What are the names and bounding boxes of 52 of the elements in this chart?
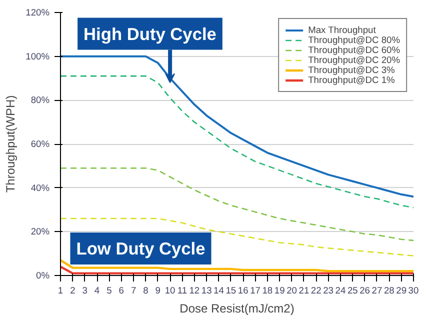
x-tick-label: 17 xyxy=(250,286,260,296)
x-tick-label: 21 xyxy=(298,286,310,296)
x-axis-title: Dose Resist(mJ/cm2) xyxy=(180,302,294,316)
x-tick-label: 10 xyxy=(164,286,176,296)
x-tick-label: 8 xyxy=(143,286,148,296)
y-tick-label: 40% xyxy=(30,182,50,193)
legend-label: Throughput@DC 60% xyxy=(308,45,400,55)
y-axis-title: Throughput(WPH) xyxy=(4,95,18,193)
x-tick-label: 2 xyxy=(70,286,76,296)
x-tick-label: 20 xyxy=(286,286,297,296)
x-tick-label: 11 xyxy=(177,286,188,296)
line-series xyxy=(60,75,414,208)
x-tick-label: 13 xyxy=(201,286,212,296)
x-tick-label: 14 xyxy=(214,286,224,296)
legend-label: Throughput@DC 3% xyxy=(308,65,395,75)
line-series xyxy=(60,167,414,242)
x-tick-label: 15 xyxy=(226,286,236,296)
line-series xyxy=(60,218,414,256)
x-tick-label: 7 xyxy=(130,286,136,296)
legend-label: Throughput@DC 1% xyxy=(308,75,395,85)
x-tick-label: 19 xyxy=(274,286,285,296)
x-tick-label: 28 xyxy=(384,286,394,296)
x-tick-label: 25 xyxy=(347,286,358,296)
x-tick-label: 18 xyxy=(262,286,273,296)
x-tick-label: 16 xyxy=(238,286,248,296)
x-tick-label: 23 xyxy=(323,286,334,296)
y-tick-label: 100% xyxy=(26,51,50,62)
x-tick-label: 26 xyxy=(360,286,370,296)
y-tick-label: 120% xyxy=(26,8,50,18)
y-tick-label: 60% xyxy=(30,139,50,149)
line-series xyxy=(60,259,414,272)
x-tick-label: 1 xyxy=(58,286,64,296)
annotation: Low Duty Cycle xyxy=(76,238,206,259)
y-tick-label: 80% xyxy=(30,95,50,106)
legend-label: Max Throughput xyxy=(308,25,376,35)
x-tick-label: 22 xyxy=(310,286,322,296)
x-tick-label: 6 xyxy=(118,286,124,296)
x-tick-label: 12 xyxy=(189,286,200,296)
x-tick-label: 9 xyxy=(155,286,160,296)
y-tick-label: 0% xyxy=(36,270,50,280)
x-tick-label: 5 xyxy=(106,286,112,296)
x-tick-label: 29 xyxy=(396,286,407,296)
y-tick-label: 20% xyxy=(30,226,50,237)
x-tick-label: 4 xyxy=(94,286,100,296)
x-tick-label: 3 xyxy=(82,286,88,296)
legend-label: Throughput@DC 20% xyxy=(308,55,400,65)
annotation: High Duty Cycle xyxy=(84,24,217,44)
x-tick-label: 30 xyxy=(408,286,419,296)
line-series xyxy=(60,55,414,198)
x-tick-label: 24 xyxy=(335,286,346,296)
legend-label: Throughput@DC 80% xyxy=(308,35,400,45)
x-tick-label: 27 xyxy=(372,286,382,296)
